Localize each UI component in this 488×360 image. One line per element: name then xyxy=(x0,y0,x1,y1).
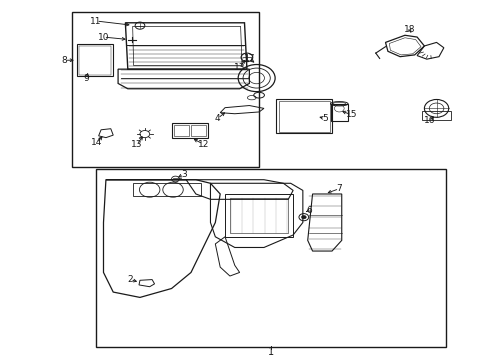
Bar xyxy=(77,44,113,76)
Text: 6: 6 xyxy=(305,206,311,215)
Text: 10: 10 xyxy=(98,32,109,41)
Bar xyxy=(421,111,450,120)
Text: 8: 8 xyxy=(61,56,67,65)
Text: 18: 18 xyxy=(403,26,415,35)
Bar xyxy=(330,104,347,121)
Text: 11: 11 xyxy=(90,17,102,26)
Text: 1: 1 xyxy=(267,347,274,357)
Bar xyxy=(171,123,207,138)
Text: 13: 13 xyxy=(131,140,142,149)
Text: 9: 9 xyxy=(83,73,89,82)
Bar xyxy=(278,101,329,131)
Text: 5: 5 xyxy=(321,114,327,123)
Bar xyxy=(79,46,111,75)
Bar xyxy=(224,194,292,237)
Text: 13: 13 xyxy=(233,63,245,72)
Bar xyxy=(132,183,201,197)
Text: 16: 16 xyxy=(423,116,434,125)
Text: 17: 17 xyxy=(243,54,255,63)
Text: 3: 3 xyxy=(181,170,186,179)
Bar xyxy=(174,125,188,136)
Circle shape xyxy=(301,215,305,219)
Text: 15: 15 xyxy=(345,110,357,119)
Text: 2: 2 xyxy=(127,275,133,284)
Bar xyxy=(96,169,446,347)
Text: 12: 12 xyxy=(197,140,208,149)
Bar xyxy=(276,99,331,133)
Text: 7: 7 xyxy=(336,184,342,193)
Text: 4: 4 xyxy=(215,114,220,123)
Text: 14: 14 xyxy=(91,139,102,148)
Bar xyxy=(191,125,205,136)
Bar xyxy=(229,198,287,233)
Bar xyxy=(72,12,259,167)
